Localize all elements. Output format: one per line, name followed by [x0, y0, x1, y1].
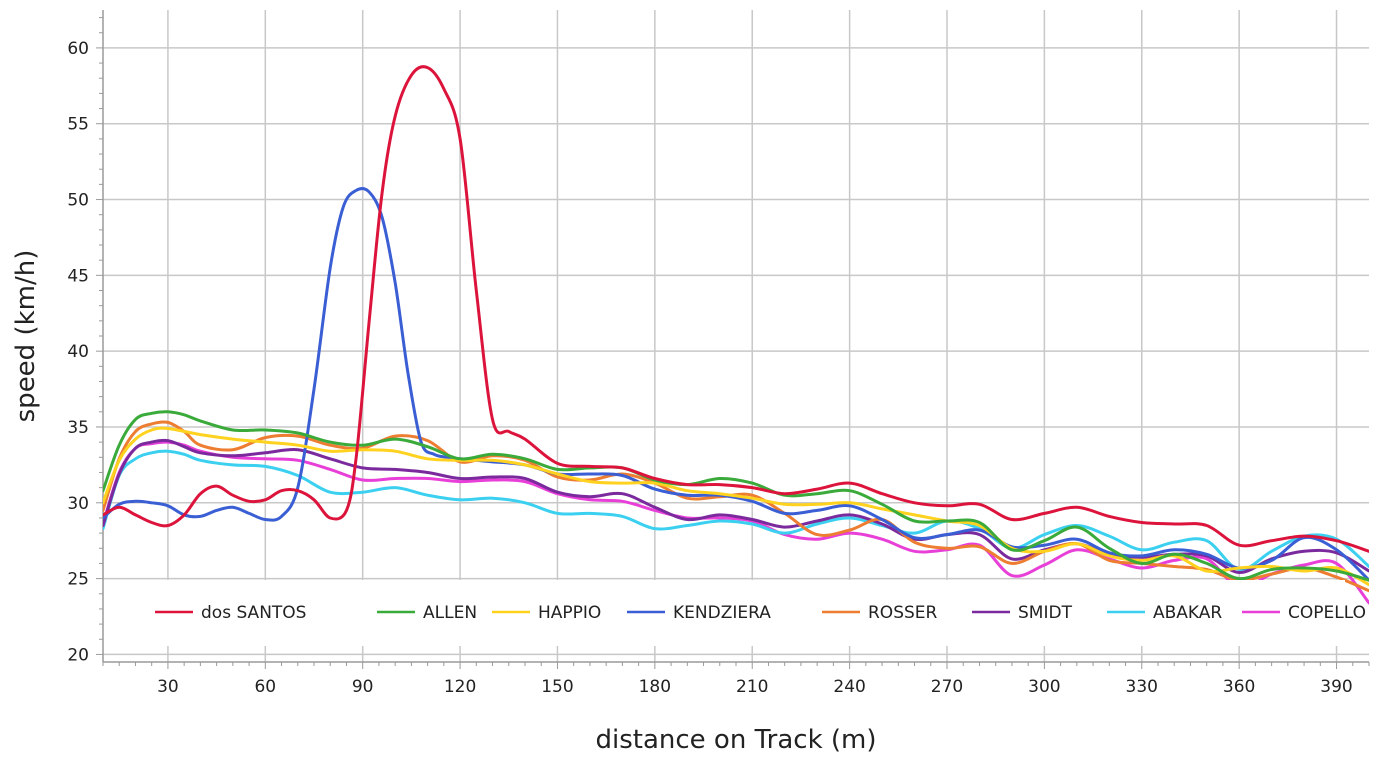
y-tick-label: 60	[67, 39, 89, 59]
x-tick-label: 30	[157, 677, 179, 697]
series-line-kendziera	[103, 187, 1369, 582]
legend-label-copello: COPELLO	[1288, 603, 1366, 623]
legend-label-allen: ALLEN	[423, 603, 477, 623]
series-lines	[103, 65, 1369, 605]
grid-lines	[103, 10, 1369, 662]
x-axis-title: distance on Track (m)	[596, 725, 877, 755]
x-tick-label: 120	[444, 677, 476, 697]
x-tick-label: 180	[639, 677, 671, 697]
y-tick-label: 55	[67, 115, 89, 135]
x-tick-label: 330	[1126, 677, 1158, 697]
series-line-dos-santos	[103, 65, 1369, 553]
x-tick-label: 90	[352, 677, 374, 697]
y-axis-title: speed (km/h)	[11, 250, 41, 423]
series-line-abakar	[103, 449, 1369, 572]
x-tick-label: 150	[541, 677, 573, 697]
legend-label-smidt: SMIDT	[1018, 603, 1073, 623]
series-line-happio	[103, 426, 1369, 587]
x-tick-label: 390	[1320, 677, 1352, 697]
legend-label-abakar: ABAKAR	[1153, 603, 1222, 623]
legend-label-dos-santos: dos SANTOS	[201, 603, 306, 623]
y-tick-label: 25	[67, 570, 89, 590]
x-tick-label: 210	[736, 677, 768, 697]
legend-label-rosser: ROSSER	[868, 603, 938, 623]
legend: dos SANTOS ALLEN HAPPIO KENDZIERA ROSSER SMID…	[135, 580, 1366, 646]
x-tick-label: 360	[1223, 677, 1255, 697]
legend-label-kendziera: KENDZIERA	[673, 603, 771, 623]
x-tick-label: 300	[1028, 677, 1060, 697]
y-tick-label: 20	[67, 645, 89, 665]
minor-ticks	[96, 17, 1370, 669]
y-tick-label: 50	[67, 191, 89, 211]
y-tick-label: 35	[67, 418, 89, 438]
y-tick-label: 30	[67, 494, 89, 514]
y-tick-labels: 20 25 30 35 40 45 50 55 60	[67, 39, 89, 666]
legend-label-happio: HAPPIO	[538, 603, 601, 623]
x-tick-label: 240	[833, 677, 865, 697]
x-tick-labels: 30 60 90 120 150 180 210 240 270 300 330 360 390	[157, 677, 1353, 697]
y-tick-label: 40	[67, 342, 89, 362]
x-tick-label: 60	[254, 677, 276, 697]
y-tick-label: 45	[67, 266, 89, 286]
x-tick-label: 270	[931, 677, 963, 697]
